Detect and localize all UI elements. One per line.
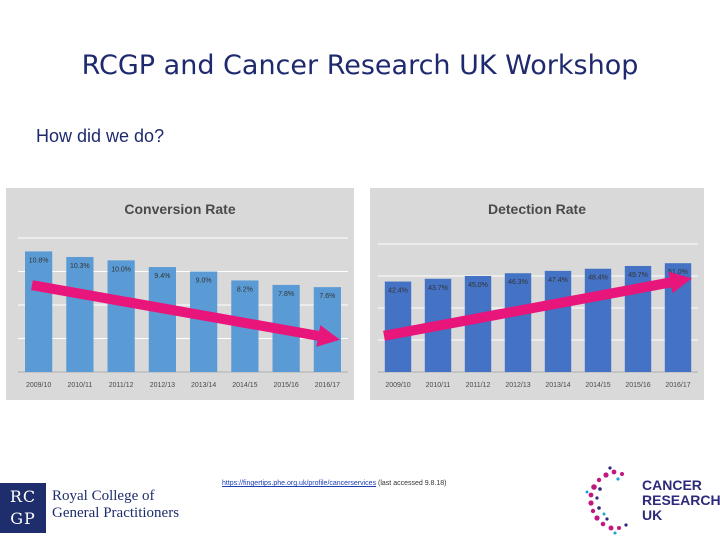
data-label: 46.3% (508, 279, 528, 286)
cruk-wordmark: CANCER RESEARCH UK (642, 478, 720, 523)
data-label: 9.4% (154, 273, 170, 280)
tick-label: 2010/11 (67, 382, 92, 389)
rcgp-name: Royal College of General Practitioners (52, 488, 202, 522)
bar (504, 273, 532, 372)
bar (584, 268, 612, 372)
data-label: 10.0% (111, 266, 131, 273)
tick-label: 2011/12 (109, 382, 134, 389)
tick-label: 2014/15 (585, 382, 610, 389)
tick-label: 2010/11 (426, 382, 451, 389)
bar (148, 267, 176, 372)
tick-label: 2009/10 (385, 382, 410, 389)
cruk-line2: RESEARCH (642, 492, 720, 508)
rcgp-abbrev-bottom: GP (10, 509, 36, 528)
chart-title: Detection Rate (488, 201, 586, 217)
tick-label: 2012/13 (150, 382, 175, 389)
data-label: 45.0% (468, 282, 488, 289)
data-label: 10.8% (29, 257, 49, 264)
tick-label: 2013/14 (545, 382, 570, 389)
chart-background (370, 188, 704, 400)
tick-label: 2014/15 (232, 382, 257, 389)
data-label: 51.0% (668, 269, 688, 276)
rcgp-monogram: RC GP (0, 483, 46, 533)
rcgp-name-line2: General Practitioners (52, 505, 180, 521)
data-label: 7.6% (319, 293, 335, 300)
bar (25, 251, 53, 372)
tick-label: 2016/17 (315, 382, 340, 389)
rcgp-logo: RC GP Royal College of General Practitio… (0, 478, 200, 540)
chart-title: Conversion Rate (124, 201, 235, 217)
data-label: 7.8% (278, 291, 294, 298)
cruk-c-mark-icon (585, 466, 628, 535)
trend-arrow (383, 271, 692, 341)
bar (66, 256, 94, 372)
tick-label: 2015/16 (625, 382, 650, 389)
trend-arrow (31, 280, 340, 347)
detection-rate-chart-svg: Detection Rate 42.4% 2009/10 43.7% 2010/11 45… (370, 188, 704, 400)
tick-label: 2015/16 (273, 382, 298, 389)
source-note: (last accessed 9.8.18) (378, 480, 447, 487)
data-label: 9.0% (196, 278, 212, 285)
data-label: 48.4% (588, 275, 608, 282)
cruk-line1: CANCER (642, 477, 702, 493)
data-label: 49.7% (628, 272, 648, 279)
bar (107, 260, 135, 372)
slide-subtitle: How did we do? (36, 126, 165, 146)
cruk-line3: UK (642, 507, 663, 523)
rcgp-name-line1: Royal College of (52, 488, 155, 504)
bar (313, 287, 341, 372)
tick-label: 2012/13 (505, 382, 530, 389)
rcgp-abbrev-top: RC (9, 487, 37, 506)
cancer-research-uk-logo: CANCER RESEARCH UK (580, 462, 720, 540)
tick-label: 2016/17 (665, 382, 690, 389)
data-label: 42.4% (388, 288, 408, 295)
source-link[interactable]: https://fingertips.phe.org.uk/profile/ca… (222, 480, 377, 487)
data-label: 43.7% (428, 285, 448, 292)
conversion-rate-chart: Conversion Rate 10.8% 2009/10 10.3% 2010/11 1… (6, 188, 354, 400)
detection-rate-chart: Detection Rate 42.4% 2009/10 43.7% 2010/11 45… (370, 188, 704, 400)
data-label: 47.4% (548, 277, 568, 284)
slide-title: RCGP and Cancer Research UK Workshop (81, 50, 639, 81)
tick-label: 2011/12 (466, 382, 491, 389)
tick-label: 2009/10 (26, 382, 51, 389)
data-label: 10.3% (70, 263, 90, 270)
bar (544, 270, 572, 372)
conversion-rate-chart-svg: Conversion Rate 10.8% 2009/10 10.3% 2010/11 1… (6, 188, 354, 400)
tick-label: 2013/14 (191, 382, 216, 389)
data-label: 8.2% (237, 286, 253, 293)
source-citation: https://fingertips.phe.org.uk/profile/ca… (222, 480, 447, 487)
